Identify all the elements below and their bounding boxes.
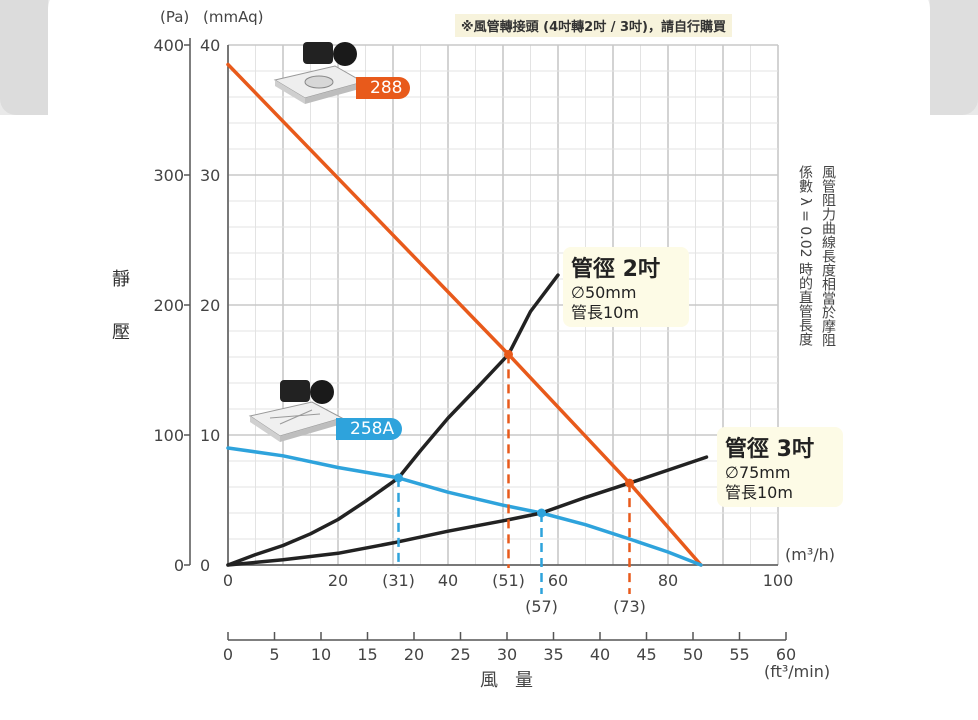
intersection-label: (57) bbox=[525, 597, 558, 616]
m3h-tick-label: 100 bbox=[763, 571, 794, 590]
mmaq-tick-label: 20 bbox=[200, 296, 220, 315]
callout-pipe-3inch: 管徑 3吋 ∅75mm 管長10m bbox=[717, 427, 843, 507]
ft3min-tick-label: 5 bbox=[269, 645, 279, 664]
ft3min-unit-label: (ft³/min) bbox=[764, 662, 831, 681]
pa-tick-label: 300 bbox=[153, 166, 184, 185]
adapter-note: ※風管轉接頭 (4吋轉2吋 / 3吋)，請自行購買 bbox=[455, 14, 732, 37]
callout-pipe-2inch: 管徑 2吋 ∅50mm 管長10m bbox=[563, 247, 689, 327]
side-note-line2: 係數 λ = 0.02 時的直管長度 bbox=[797, 165, 813, 346]
callout-pipe-3inch-diameter: ∅75mm bbox=[725, 463, 791, 482]
callout-pipe-3inch-length: 管長10m bbox=[725, 483, 793, 502]
chart-card bbox=[48, 0, 930, 720]
y-axis-label-char1: 靜 bbox=[112, 269, 130, 290]
pa-tick-label: 200 bbox=[153, 296, 184, 315]
ft3min-tick-label: 0 bbox=[223, 645, 233, 664]
mmaq-tick-label: 10 bbox=[200, 426, 220, 445]
intersection-label: (31) bbox=[382, 571, 415, 590]
background-photo-right bbox=[930, 0, 978, 115]
ft3min-tick-label: 40 bbox=[590, 645, 610, 664]
background-photo-left bbox=[0, 0, 48, 115]
curve-pipe-resistance bbox=[226, 455, 709, 567]
model-288-tag: 288 bbox=[356, 77, 411, 99]
ft3min-tick-label: 55 bbox=[729, 645, 749, 664]
pa-tick-label: 0 bbox=[174, 556, 184, 575]
side-note-line1: 風管阻力曲線長度相當於摩阻 bbox=[820, 165, 836, 347]
ft3min-tick-label: 35 bbox=[543, 645, 563, 664]
ft3min-tick-label: 25 bbox=[450, 645, 470, 664]
model-258a-tag: 258A bbox=[336, 418, 403, 440]
m3h-unit-label: (m³/h) bbox=[785, 545, 836, 564]
fan-288-icon bbox=[273, 42, 365, 104]
ft3min-tick-label: 60 bbox=[776, 645, 796, 664]
curve-fan-258a bbox=[226, 446, 703, 567]
x-axis-label-char1: 風 bbox=[480, 670, 498, 691]
pa-tick-label: 100 bbox=[153, 426, 184, 445]
intersection-label: (73) bbox=[613, 597, 646, 616]
pa-tick-label: 400 bbox=[153, 36, 184, 55]
ft3min-tick-label: 10 bbox=[311, 645, 331, 664]
callout-pipe-2inch-title: 管徑 2吋 bbox=[571, 257, 660, 282]
y-axis-label-char2: 壓 bbox=[112, 322, 130, 343]
m3h-tick-label: 20 bbox=[328, 571, 348, 590]
mmaq-tick-label: 40 bbox=[200, 36, 220, 55]
ft3min-tick-label: 15 bbox=[357, 645, 377, 664]
mmaq-unit-label: (mmAq) bbox=[203, 8, 264, 26]
mmaq-tick-label: 0 bbox=[200, 556, 210, 575]
ft3min-tick-label: 20 bbox=[404, 645, 424, 664]
callout-pipe-3inch-title: 管徑 3吋 bbox=[725, 437, 814, 462]
x-axis-label-char2: 量 bbox=[515, 670, 533, 691]
intersection-label: (51) bbox=[492, 571, 525, 590]
fan-258a-icon bbox=[248, 380, 344, 442]
mmaq-tick-label: 30 bbox=[200, 166, 220, 185]
ft3min-tick-label: 45 bbox=[636, 645, 656, 664]
m3h-tick-label: 0 bbox=[223, 571, 233, 590]
pa-unit-label: (Pa) bbox=[160, 8, 190, 26]
curve-fan-288 bbox=[226, 62, 703, 567]
guide-lines bbox=[397, 354, 631, 594]
ft3min-tick-label: 50 bbox=[683, 645, 703, 664]
ft3min-tick-label: 30 bbox=[497, 645, 517, 664]
callout-pipe-2inch-diameter: ∅50mm bbox=[571, 283, 637, 302]
m3h-tick-label: 80 bbox=[658, 571, 678, 590]
callout-pipe-2inch-length: 管長10m bbox=[571, 303, 639, 322]
m3h-tick-label: 60 bbox=[548, 571, 568, 590]
m3h-tick-label: 40 bbox=[438, 571, 458, 590]
